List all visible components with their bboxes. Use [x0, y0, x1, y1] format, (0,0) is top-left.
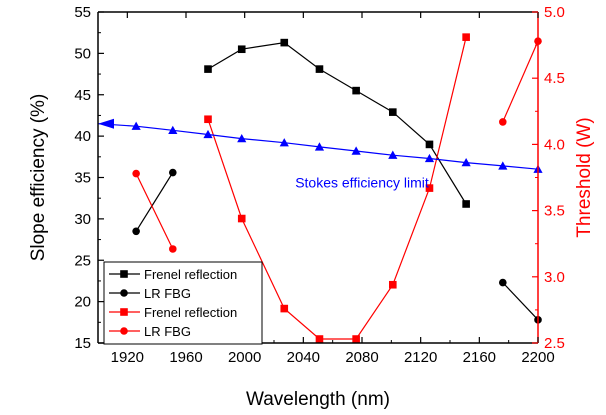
x-tick-label: 2160 [463, 349, 496, 366]
series-line [135, 173, 174, 250]
x-tick-label: 2120 [404, 349, 437, 366]
data-point [204, 115, 212, 124]
annotation-layer: Stokes efficiency limit [295, 174, 429, 190]
legend-label: Frenel reflection [144, 267, 237, 282]
data-point [462, 33, 470, 41]
y-right-tick-label: 4.0 [544, 136, 565, 153]
legend-label: LR FBG [144, 286, 191, 301]
data-point [388, 150, 398, 159]
series-line [207, 41, 467, 205]
series-line [502, 40, 539, 123]
data-point [237, 214, 246, 223]
data-point [425, 184, 434, 192]
y-left-tick-label: 30 [74, 211, 91, 228]
y-left-tick-label: 25 [74, 252, 91, 269]
y-right-tick-label: 4.5 [544, 70, 565, 87]
series-line [207, 37, 467, 340]
data-point [462, 200, 470, 208]
series-0 [204, 38, 470, 208]
series-1 [132, 168, 542, 324]
data-point [237, 45, 246, 54]
x-tick-label: 2000 [228, 349, 261, 366]
y-left-tick-label: 50 [74, 45, 91, 62]
data-point [203, 129, 213, 139]
data-point [132, 227, 140, 236]
series-line [135, 172, 174, 232]
x-axis-title: Wavelength (nm) [246, 389, 390, 410]
stokes-limit-annotation: Stokes efficiency limit [295, 174, 429, 190]
legend-label: Frenel reflection [144, 305, 237, 320]
legend-box [103, 261, 263, 345]
y-right-tick-label: 2.5 [544, 335, 565, 352]
y-left-tick-label: 35 [74, 170, 91, 187]
arrow-head [98, 118, 114, 129]
y-right-tick-label: 3.5 [544, 203, 565, 220]
y-left-tick-label: 55 [74, 4, 91, 21]
legend-label: LR FBG [144, 324, 191, 339]
legend-marker [120, 270, 128, 278]
x-tick-label: 2200 [521, 349, 554, 366]
x-tick-label: 2040 [287, 349, 320, 366]
data-point [389, 108, 397, 116]
y-left-tick-label: 45 [74, 87, 91, 104]
axes-layer: Wavelength (nm) Slope efficiency (%) Thr… [28, 94, 595, 410]
data-point [389, 280, 397, 289]
y-right-tick-label: 3.0 [544, 269, 565, 286]
series-3 [132, 37, 542, 253]
legend-marker [120, 289, 128, 297]
data-point [499, 118, 507, 126]
legend-marker [120, 327, 128, 335]
series-4 [97, 121, 543, 173]
y-left-axis-title: Slope efficiency (%) [28, 94, 49, 262]
data-point [314, 142, 325, 151]
data-point [351, 146, 361, 155]
data-point [168, 125, 178, 135]
legend-marker [120, 308, 128, 316]
data-point [499, 278, 507, 287]
data-point [132, 169, 140, 178]
data-point [352, 86, 360, 95]
y-right-axis-title: Threshold (W) [574, 117, 595, 237]
y-left-tick-label: 40 [74, 128, 91, 145]
data-point [169, 245, 177, 253]
data-point [169, 168, 177, 177]
legend: Frenel reflection LR FBG Frenel reflecti… [103, 261, 263, 345]
y-right-tick-label: 5.0 [544, 4, 565, 21]
data-point [280, 304, 289, 313]
y-left-tick-label: 15 [74, 335, 91, 352]
x-tick-label: 1920 [111, 349, 144, 366]
x-tick-label: 2080 [345, 349, 378, 366]
x-tick-label: 1960 [169, 349, 202, 366]
series-line [502, 282, 539, 321]
data-point [315, 65, 324, 73]
data-point [204, 65, 212, 73]
data-point [279, 138, 289, 147]
plot-frame: 1920 1960 2000 2040 2080 2120 2160 2200 15 20 25 30… [74, 4, 565, 366]
series-2 [204, 33, 470, 343]
data-point [131, 121, 141, 130]
data-point [352, 335, 360, 343]
data-point [425, 140, 434, 149]
data-point [315, 335, 324, 343]
data-point [424, 153, 435, 163]
data-point [498, 161, 508, 170]
y-left-tick-label: 20 [74, 294, 91, 311]
series-layer [97, 33, 543, 343]
data-point [280, 38, 289, 47]
data-point [461, 158, 471, 167]
data-point [237, 134, 247, 143]
